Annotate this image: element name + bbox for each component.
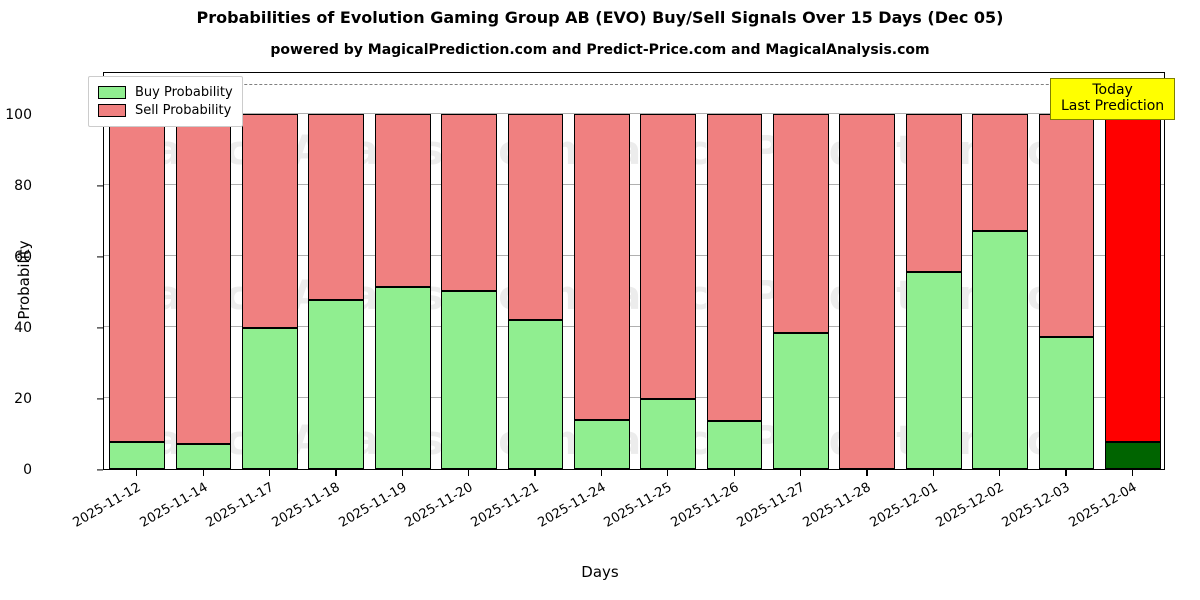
bar-group[interactable]: [905, 71, 962, 469]
bar-group[interactable]: [441, 71, 497, 469]
bar-segment-sell[interactable]: [242, 113, 298, 328]
y-tick-label: 20: [14, 390, 32, 407]
today-annotation-line1: Today: [1092, 82, 1133, 98]
y-tick-label: 60: [14, 248, 32, 265]
bar-segment-sell[interactable]: [374, 113, 431, 288]
y-tick-label: 0: [23, 462, 32, 478]
legend-item-sell: Sell Probability: [98, 101, 233, 119]
bar-segment-sell[interactable]: [175, 113, 232, 445]
bar-group[interactable]: [109, 71, 166, 469]
x-tick-mark: [799, 470, 802, 476]
bar-segment-sell[interactable]: [507, 113, 564, 320]
bar-group[interactable]: [175, 71, 232, 469]
bar-group[interactable]: [308, 71, 365, 469]
bar-segment-buy[interactable]: [109, 442, 166, 469]
bar-segment-buy[interactable]: [507, 319, 564, 469]
x-tick-mark: [999, 470, 1001, 476]
x-tick-mark: [733, 470, 735, 476]
y-tick-label: 40: [14, 319, 32, 336]
x-tick-mark: [468, 470, 470, 476]
x-tick-mark: [335, 470, 337, 476]
bar-segment-buy[interactable]: [773, 332, 829, 469]
bar-segment-sell[interactable]: [573, 113, 630, 420]
x-tick-mark: [202, 470, 204, 476]
legend-label-sell: Sell Probability: [135, 102, 232, 118]
bar-segment-sell[interactable]: [972, 113, 1028, 231]
bar-segment-buy[interactable]: [175, 444, 232, 469]
bar-group[interactable]: [972, 71, 1028, 469]
bar-segment-sell[interactable]: [308, 113, 365, 300]
x-tick-mark: [401, 470, 403, 476]
x-tick-mark: [136, 470, 138, 476]
bar-group[interactable]: [1038, 71, 1095, 469]
x-tick-mark: [866, 470, 868, 476]
bar-segment-sell[interactable]: [109, 113, 166, 443]
x-axis-label: Days: [581, 563, 619, 581]
bar-group[interactable]: [573, 71, 630, 469]
x-tick-mark: [600, 470, 602, 476]
grid-line: [104, 396, 1164, 398]
legend-label-buy: Buy Probability: [135, 84, 233, 100]
bar-group[interactable]: [839, 71, 896, 469]
bar-group[interactable]: [706, 71, 763, 469]
grid-line: [104, 112, 1164, 114]
bar-segment-buy[interactable]: [374, 287, 431, 469]
bar-group[interactable]: [773, 71, 829, 469]
bar-group[interactable]: [374, 71, 431, 469]
y-tick-mark: [97, 327, 103, 329]
x-tick-mark: [932, 470, 934, 476]
bars-layer: [104, 73, 1164, 469]
plot-area: MagicalAnalysis.comMagicalPrediction.com…: [103, 72, 1165, 470]
y-tick-label: 80: [14, 177, 32, 194]
bar-segment-buy[interactable]: [905, 272, 962, 469]
x-tick-mark: [534, 470, 536, 476]
y-tick-mark: [97, 185, 103, 187]
bar-segment-buy[interactable]: [1104, 442, 1161, 469]
bar-segment-sell[interactable]: [905, 113, 962, 273]
bar-segment-buy[interactable]: [1038, 337, 1095, 469]
x-tick-mark: [1065, 470, 1067, 476]
grid-line: [104, 254, 1164, 256]
grid-line: [104, 183, 1164, 185]
y-tick-mark: [97, 469, 103, 471]
bar-segment-buy[interactable]: [706, 420, 763, 469]
bar-group[interactable]: [242, 71, 298, 469]
today-annotation: Today Last Prediction: [1050, 78, 1176, 121]
bar-group[interactable]: [507, 71, 564, 469]
chart-title: Probabilities of Evolution Gaming Group …: [196, 8, 1004, 27]
bar-group[interactable]: [640, 71, 697, 469]
bar-segment-buy[interactable]: [242, 327, 298, 469]
x-tick-mark: [1131, 470, 1133, 476]
y-axis-label: Probability: [15, 240, 33, 320]
legend-swatch-sell-icon: [98, 103, 126, 117]
top-dashed-line: [104, 84, 1164, 86]
x-tick-mark: [667, 470, 669, 476]
bar-segment-buy[interactable]: [308, 299, 365, 469]
bar-segment-sell[interactable]: [773, 113, 829, 333]
y-tick-mark: [97, 398, 103, 400]
bar-segment-sell[interactable]: [1104, 113, 1161, 443]
bar-segment-buy[interactable]: [573, 419, 630, 469]
bar-group[interactable]: [1104, 71, 1161, 469]
bar-segment-sell[interactable]: [441, 113, 497, 291]
bar-segment-buy[interactable]: [972, 230, 1028, 469]
legend-swatch-buy-icon: [98, 85, 126, 99]
bar-segment-buy[interactable]: [640, 398, 697, 469]
chart-legend: Buy Probability Sell Probability: [88, 76, 243, 127]
bar-segment-buy[interactable]: [441, 290, 497, 469]
bar-segment-sell[interactable]: [706, 113, 763, 421]
y-tick-label: 100: [5, 106, 32, 123]
bar-segment-sell[interactable]: [839, 113, 896, 469]
bar-segment-sell[interactable]: [640, 113, 697, 399]
y-tick-mark: [97, 256, 103, 258]
chart-subtitle: powered by MagicalPrediction.com and Pre…: [270, 42, 930, 58]
legend-item-buy: Buy Probability: [98, 83, 233, 101]
bar-segment-sell[interactable]: [1038, 113, 1095, 338]
today-annotation-line2: Last Prediction: [1061, 98, 1165, 115]
grid-line: [104, 325, 1164, 327]
x-tick-mark: [268, 470, 271, 476]
